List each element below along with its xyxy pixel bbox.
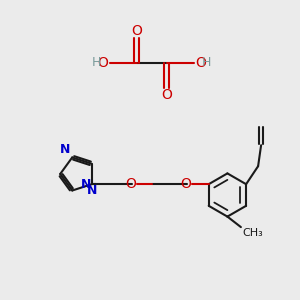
Text: O: O [97,56,108,70]
Text: H: H [202,56,211,70]
Text: O: O [195,56,206,70]
Text: N: N [81,178,91,191]
Text: N: N [59,143,70,156]
Text: O: O [131,24,142,38]
Text: O: O [125,177,136,191]
Text: O: O [180,177,191,191]
Text: N: N [86,184,97,197]
Text: H: H [92,56,101,70]
Text: CH₃: CH₃ [242,228,263,238]
Text: O: O [161,88,172,102]
